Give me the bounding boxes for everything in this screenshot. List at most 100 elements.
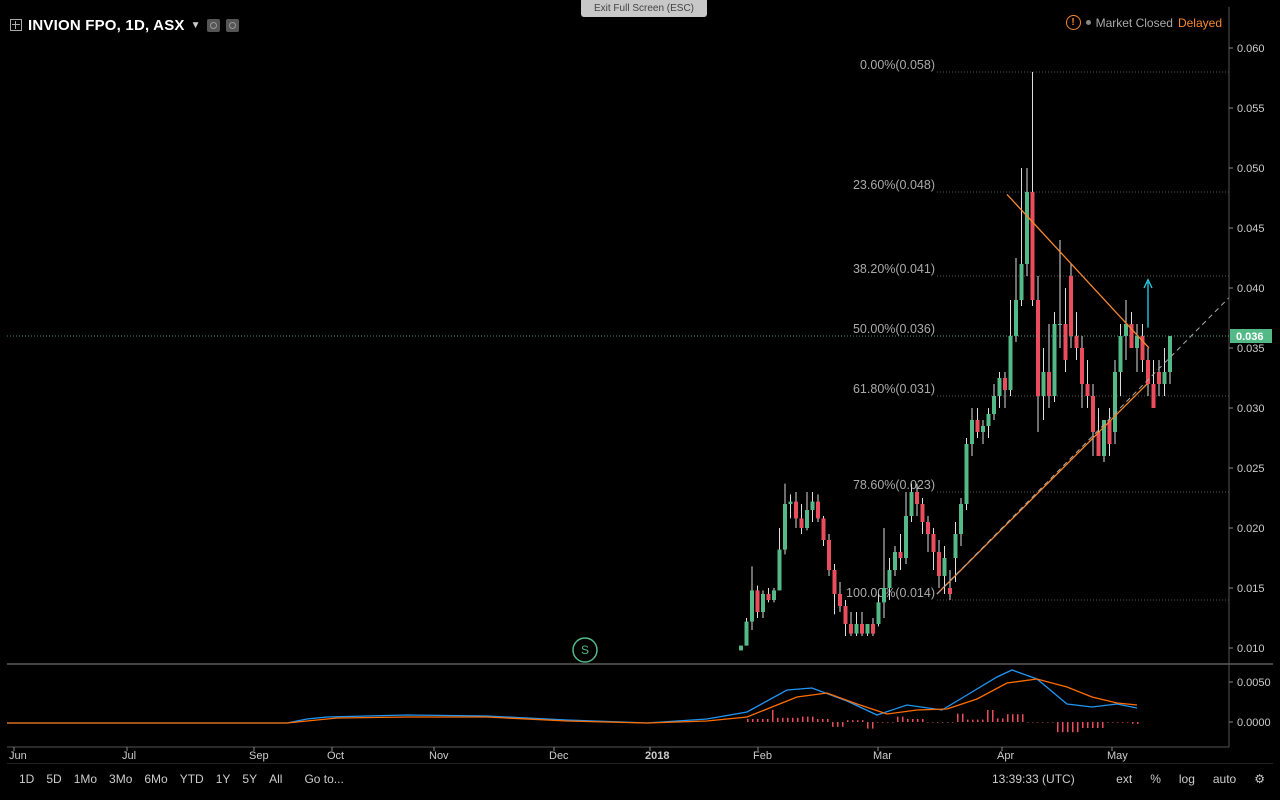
y-tick-label: 0.035 bbox=[1237, 343, 1265, 355]
macd-histogram-bar bbox=[857, 720, 859, 722]
macd-histogram-bar bbox=[1032, 722, 1034, 723]
candle-body bbox=[865, 624, 870, 634]
fib-level-label: 38.20%(0.041) bbox=[853, 262, 935, 276]
candle-body bbox=[1052, 324, 1057, 396]
macd-histogram-bar bbox=[1102, 722, 1104, 728]
macd-histogram-bar bbox=[1067, 722, 1069, 733]
macd-histogram-bar bbox=[827, 719, 829, 722]
macd-histogram-bar bbox=[1097, 722, 1099, 728]
macd-histogram-bar bbox=[862, 720, 864, 722]
candle-body bbox=[915, 492, 919, 504]
macd-histogram-bar bbox=[917, 719, 919, 722]
macd-histogram-bar bbox=[807, 716, 809, 722]
exit-fullscreen-button[interactable]: Exit Full Screen (ESC) bbox=[581, 0, 707, 17]
symbol-title[interactable]: INVION FPO, 1D, ASX bbox=[28, 16, 185, 34]
candle-body bbox=[898, 552, 903, 558]
y-tick-label: 0.040 bbox=[1237, 283, 1265, 295]
candle-body bbox=[981, 426, 985, 432]
macd-histogram-bar bbox=[897, 716, 899, 722]
macd-histogram-bar bbox=[937, 722, 939, 723]
candle-body bbox=[882, 588, 886, 603]
candle-body bbox=[1041, 372, 1046, 396]
candle-body bbox=[827, 540, 831, 570]
candle-body bbox=[1074, 336, 1079, 348]
macd-histogram-bar bbox=[1127, 722, 1129, 723]
period-ytd[interactable]: YTD bbox=[179, 772, 204, 786]
candle-body bbox=[909, 492, 914, 516]
candle-body bbox=[739, 645, 743, 651]
candle-body bbox=[992, 396, 996, 414]
candle-body bbox=[953, 534, 958, 558]
market-closed-label: Market Closed bbox=[1095, 15, 1173, 30]
log-toggle[interactable]: log bbox=[1178, 772, 1195, 786]
macd-histogram-bar bbox=[1017, 714, 1019, 722]
goto-button[interactable]: Go to... bbox=[304, 772, 344, 786]
period-6mo[interactable]: 6Mo bbox=[144, 772, 168, 786]
candle-body bbox=[772, 590, 776, 600]
ext-toggle[interactable]: ext bbox=[1116, 772, 1133, 786]
y-tick-label: 0.045 bbox=[1237, 223, 1265, 235]
macd-histogram-bar bbox=[762, 719, 764, 722]
candle-body bbox=[871, 624, 875, 634]
macd-histogram-bar bbox=[782, 717, 784, 722]
period-5y[interactable]: 5Y bbox=[242, 772, 258, 786]
period-1mo[interactable]: 1Mo bbox=[73, 772, 98, 786]
macd-histogram-bar bbox=[1107, 722, 1109, 723]
y-tick-label: 0.010 bbox=[1237, 643, 1265, 655]
candle-body bbox=[1140, 336, 1145, 360]
candle-body bbox=[975, 420, 980, 432]
macd-histogram-bar bbox=[767, 719, 769, 722]
x-tick-label: Sep bbox=[249, 750, 269, 762]
period-1y[interactable]: 1Y bbox=[215, 772, 231, 786]
split-marker-label: S bbox=[581, 643, 589, 657]
macd-histogram-bar bbox=[972, 719, 974, 722]
period-3mo[interactable]: 3Mo bbox=[109, 772, 133, 786]
candle-body bbox=[1036, 300, 1040, 396]
macd-histogram-bar bbox=[1077, 722, 1079, 733]
candle-body bbox=[1008, 336, 1013, 390]
eye-icon[interactable] bbox=[206, 18, 220, 32]
candle-body bbox=[843, 606, 848, 624]
candle-body bbox=[854, 624, 859, 634]
auto-toggle[interactable]: auto bbox=[1212, 772, 1237, 786]
macd-histogram-bar bbox=[1057, 722, 1059, 733]
period-buttons: 1D 5D 1Mo 3Mo 6Mo YTD 1Y 5Y All bbox=[7, 772, 288, 786]
gear-icon[interactable] bbox=[225, 18, 239, 32]
candle-body bbox=[920, 504, 925, 522]
candle-body bbox=[816, 501, 820, 519]
candle-body bbox=[1025, 192, 1029, 264]
candle-body bbox=[1135, 336, 1139, 348]
percent-toggle[interactable]: % bbox=[1150, 772, 1161, 786]
macd-histogram-bar bbox=[877, 722, 879, 723]
period-all[interactable]: All bbox=[269, 772, 283, 786]
price-chart[interactable]: 0.00%(0.058) 23.60%(0.048) 38.20%(0.041) 50… bbox=[7, 7, 1273, 763]
candle-body bbox=[876, 602, 881, 624]
macd-histogram-bar bbox=[977, 719, 979, 722]
warning-icon[interactable]: ! bbox=[1065, 15, 1081, 30]
expand-icon[interactable] bbox=[10, 19, 22, 31]
chevron-down-icon[interactable]: ▼ bbox=[190, 19, 201, 31]
fib-level-label: 23.60%(0.048) bbox=[853, 178, 935, 192]
y-tick-label: 0.025 bbox=[1237, 463, 1265, 475]
macd-histogram-bar bbox=[817, 719, 819, 722]
period-1d[interactable]: 1D bbox=[19, 772, 35, 786]
chart-header: INVION FPO, 1D, ASX ▼ bbox=[10, 14, 239, 36]
fib-level-label: 50.00%(0.036) bbox=[853, 322, 935, 336]
macd-histogram-bar bbox=[947, 722, 949, 723]
macd-histogram-bar bbox=[1072, 722, 1074, 733]
candle-body bbox=[997, 378, 1002, 396]
candle-body bbox=[893, 552, 897, 570]
macd-histogram-bar bbox=[887, 722, 889, 723]
candle-body bbox=[1118, 336, 1123, 372]
candle-body bbox=[1003, 378, 1007, 390]
macd-histogram-bar bbox=[1062, 722, 1064, 733]
candle-body bbox=[777, 549, 782, 591]
period-5d[interactable]: 5D bbox=[46, 772, 62, 786]
candle-body bbox=[810, 501, 815, 510]
gear-icon[interactable]: ⚙ bbox=[1254, 772, 1265, 786]
macd-histogram-bar bbox=[957, 713, 959, 722]
x-tick-label: Mar bbox=[873, 750, 892, 762]
macd-histogram-bar bbox=[777, 717, 779, 722]
signal-line bbox=[7, 678, 1138, 724]
market-status: ! Market Closed Delayed bbox=[1065, 15, 1222, 30]
